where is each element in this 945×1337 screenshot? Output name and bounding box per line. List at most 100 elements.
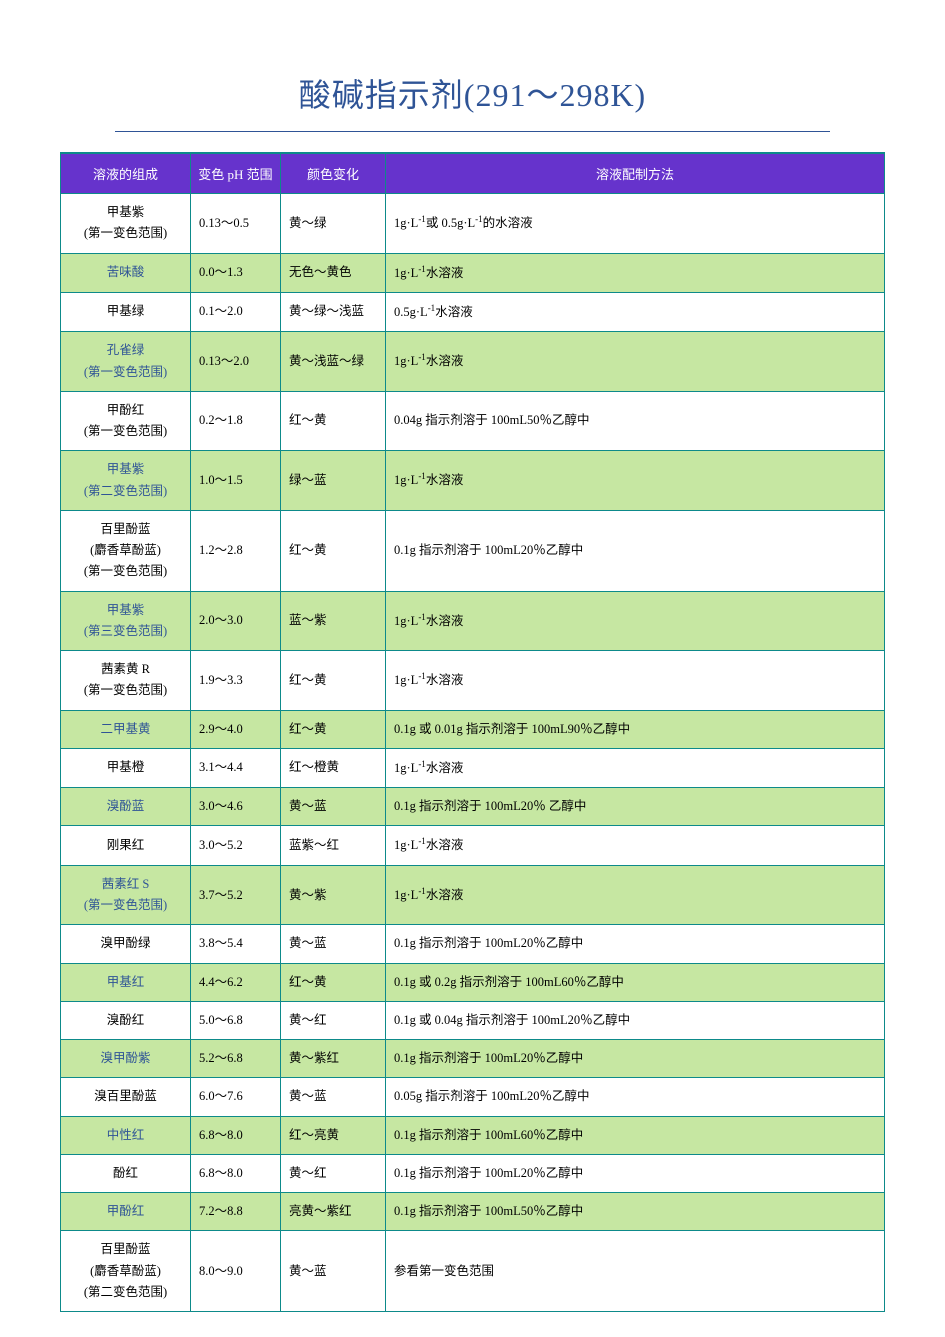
cell-preparation: 0.04g 指示剂溶于 100mL50％乙醇中	[386, 391, 885, 451]
table-row: 甲酚红(第一变色范围)0.2～1.8红～黄0.04g 指示剂溶于 100mL50…	[61, 391, 885, 451]
cell-ph-range: 3.0～5.2	[191, 826, 281, 865]
cell-preparation: 0.1g 或 0.2g 指示剂溶于 100mL60％乙醇中	[386, 963, 885, 1001]
table-row: 甲基红4.4～6.2红～黄0.1g 或 0.2g 指示剂溶于 100mL60％乙…	[61, 963, 885, 1001]
cell-preparation: 0.1g 或 0.04g 指示剂溶于 100mL20％乙醇中	[386, 1001, 885, 1039]
cell-composition: 甲酚红(第一变色范围)	[61, 391, 191, 451]
cell-composition: 甲基绿	[61, 292, 191, 331]
cell-ph-range: 7.2～8.8	[191, 1193, 281, 1231]
cell-preparation: 0.5g·L-1水溶液	[386, 292, 885, 331]
cell-composition: 孔雀绿(第一变色范围)	[61, 332, 191, 392]
cell-preparation: 1g·L-1水溶液	[386, 451, 885, 511]
table-row: 茜素红 S(第一变色范围)3.7～5.2黄～紫1g·L-1水溶液	[61, 865, 885, 925]
cell-composition: 二甲基黄	[61, 710, 191, 748]
col-header-preparation: 溶液配制方法	[386, 153, 885, 194]
cell-ph-range: 8.0～9.0	[191, 1231, 281, 1312]
cell-preparation: 1g·L-1水溶液	[386, 332, 885, 392]
cell-preparation: 1g·L-1水溶液	[386, 865, 885, 925]
cell-color-change: 红～黄	[281, 963, 386, 1001]
cell-preparation: 1g·L-1水溶液	[386, 651, 885, 711]
cell-composition: 茜素红 S(第一变色范围)	[61, 865, 191, 925]
cell-preparation: 0.1g 指示剂溶于 100mL20％乙醇中	[386, 1154, 885, 1192]
table-row: 甲基绿0.1～2.0黄～绿～浅蓝0.5g·L-1水溶液	[61, 292, 885, 331]
table-row: 甲基紫(第一变色范围)0.13～0.5黄～绿1g·L-1或 0.5g·L-1的水…	[61, 194, 885, 254]
cell-color-change: 绿～蓝	[281, 451, 386, 511]
cell-ph-range: 0.1～2.0	[191, 292, 281, 331]
table-row: 酚红6.8～8.0黄～红0.1g 指示剂溶于 100mL20％乙醇中	[61, 1154, 885, 1192]
col-header-composition: 溶液的组成	[61, 153, 191, 194]
cell-color-change: 红～亮黄	[281, 1116, 386, 1154]
cell-color-change: 蓝紫～红	[281, 826, 386, 865]
cell-composition: 甲基红	[61, 963, 191, 1001]
col-header-ph-range: 变色 pH 范围	[191, 153, 281, 194]
cell-preparation: 0.1g 指示剂溶于 100mL20％ 乙醇中	[386, 788, 885, 826]
cell-ph-range: 5.2～6.8	[191, 1040, 281, 1078]
cell-ph-range: 1.9～3.3	[191, 651, 281, 711]
cell-preparation: 0.1g 指示剂溶于 100mL20％乙醇中	[386, 925, 885, 963]
cell-composition: 溴百里酚蓝	[61, 1078, 191, 1116]
cell-ph-range: 5.0～6.8	[191, 1001, 281, 1039]
table-row: 百里酚蓝(麝香草酚蓝)(第二变色范围)8.0～9.0黄～蓝参看第一变色范围	[61, 1231, 885, 1312]
table-row: 孔雀绿(第一变色范围)0.13～2.0黄～浅蓝～绿1g·L-1水溶液	[61, 332, 885, 392]
cell-color-change: 亮黄～紫红	[281, 1193, 386, 1231]
table-row: 溴百里酚蓝6.0～7.6黄～蓝0.05g 指示剂溶于 100mL20％乙醇中	[61, 1078, 885, 1116]
cell-preparation: 1g·L-1水溶液	[386, 591, 885, 651]
cell-ph-range: 3.1～4.4	[191, 748, 281, 787]
cell-preparation: 0.1g 指示剂溶于 100mL20％乙醇中	[386, 510, 885, 591]
cell-ph-range: 6.8～8.0	[191, 1116, 281, 1154]
table-row: 甲基紫(第二变色范围)1.0～1.5绿～蓝1g·L-1水溶液	[61, 451, 885, 511]
cell-composition: 甲基橙	[61, 748, 191, 787]
cell-ph-range: 3.7～5.2	[191, 865, 281, 925]
cell-ph-range: 0.13～0.5	[191, 194, 281, 254]
indicator-table: 溶液的组成 变色 pH 范围 颜色变化 溶液配制方法 甲基紫(第一变色范围)0.…	[60, 152, 885, 1312]
table-row: 刚果红3.0～5.2蓝紫～红1g·L-1水溶液	[61, 826, 885, 865]
cell-color-change: 红～黄	[281, 651, 386, 711]
cell-color-change: 红～黄	[281, 510, 386, 591]
cell-color-change: 黄～紫红	[281, 1040, 386, 1078]
cell-color-change: 红～黄	[281, 710, 386, 748]
table-row: 苦味酸0.0～1.3无色～黄色1g·L-1水溶液	[61, 253, 885, 292]
cell-ph-range: 0.13～2.0	[191, 332, 281, 392]
cell-composition: 甲基紫(第三变色范围)	[61, 591, 191, 651]
cell-color-change: 黄～蓝	[281, 925, 386, 963]
cell-color-change: 黄～蓝	[281, 1078, 386, 1116]
cell-composition: 甲基紫(第一变色范围)	[61, 194, 191, 254]
page-title: 酸碱指示剂(291～298K)	[60, 30, 885, 131]
cell-color-change: 红～橙黄	[281, 748, 386, 787]
cell-ph-range: 6.0～7.6	[191, 1078, 281, 1116]
col-header-color-change: 颜色变化	[281, 153, 386, 194]
cell-preparation: 1g·L-1水溶液	[386, 253, 885, 292]
cell-ph-range: 1.2～2.8	[191, 510, 281, 591]
cell-composition: 甲基紫(第二变色范围)	[61, 451, 191, 511]
table-row: 溴酚红5.0～6.8黄～红0.1g 或 0.04g 指示剂溶于 100mL20％…	[61, 1001, 885, 1039]
cell-composition: 溴甲酚紫	[61, 1040, 191, 1078]
table-row: 茜素黄 R(第一变色范围)1.9～3.3红～黄1g·L-1水溶液	[61, 651, 885, 711]
table-header-row: 溶液的组成 变色 pH 范围 颜色变化 溶液配制方法	[61, 153, 885, 194]
table-row: 二甲基黄2.9～4.0红～黄0.1g 或 0.01g 指示剂溶于 100mL90…	[61, 710, 885, 748]
cell-ph-range: 2.9～4.0	[191, 710, 281, 748]
cell-preparation: 参看第一变色范围	[386, 1231, 885, 1312]
cell-ph-range: 0.2～1.8	[191, 391, 281, 451]
cell-color-change: 黄～蓝	[281, 788, 386, 826]
table-row: 溴酚蓝3.0～4.6黄～蓝0.1g 指示剂溶于 100mL20％ 乙醇中	[61, 788, 885, 826]
cell-color-change: 黄～紫	[281, 865, 386, 925]
cell-color-change: 黄～红	[281, 1154, 386, 1192]
table-row: 甲基橙3.1～4.4红～橙黄1g·L-1水溶液	[61, 748, 885, 787]
cell-ph-range: 4.4～6.2	[191, 963, 281, 1001]
cell-ph-range: 1.0～1.5	[191, 451, 281, 511]
table-row: 甲基紫(第三变色范围)2.0～3.0蓝～紫1g·L-1水溶液	[61, 591, 885, 651]
cell-composition: 苦味酸	[61, 253, 191, 292]
cell-preparation: 1g·L-1或 0.5g·L-1的水溶液	[386, 194, 885, 254]
cell-composition: 茜素黄 R(第一变色范围)	[61, 651, 191, 711]
table-body: 甲基紫(第一变色范围)0.13～0.5黄～绿1g·L-1或 0.5g·L-1的水…	[61, 194, 885, 1312]
cell-ph-range: 3.0～4.6	[191, 788, 281, 826]
cell-color-change: 黄～浅蓝～绿	[281, 332, 386, 392]
cell-preparation: 0.05g 指示剂溶于 100mL20％乙醇中	[386, 1078, 885, 1116]
cell-composition: 中性红	[61, 1116, 191, 1154]
cell-preparation: 0.1g 指示剂溶于 100mL20％乙醇中	[386, 1040, 885, 1078]
table-row: 溴甲酚紫5.2～6.8黄～紫红0.1g 指示剂溶于 100mL20％乙醇中	[61, 1040, 885, 1078]
cell-composition: 溴酚红	[61, 1001, 191, 1039]
table-row: 溴甲酚绿3.8～5.4黄～蓝0.1g 指示剂溶于 100mL20％乙醇中	[61, 925, 885, 963]
cell-composition: 百里酚蓝(麝香草酚蓝)(第二变色范围)	[61, 1231, 191, 1312]
cell-color-change: 蓝～紫	[281, 591, 386, 651]
cell-color-change: 黄～绿	[281, 194, 386, 254]
